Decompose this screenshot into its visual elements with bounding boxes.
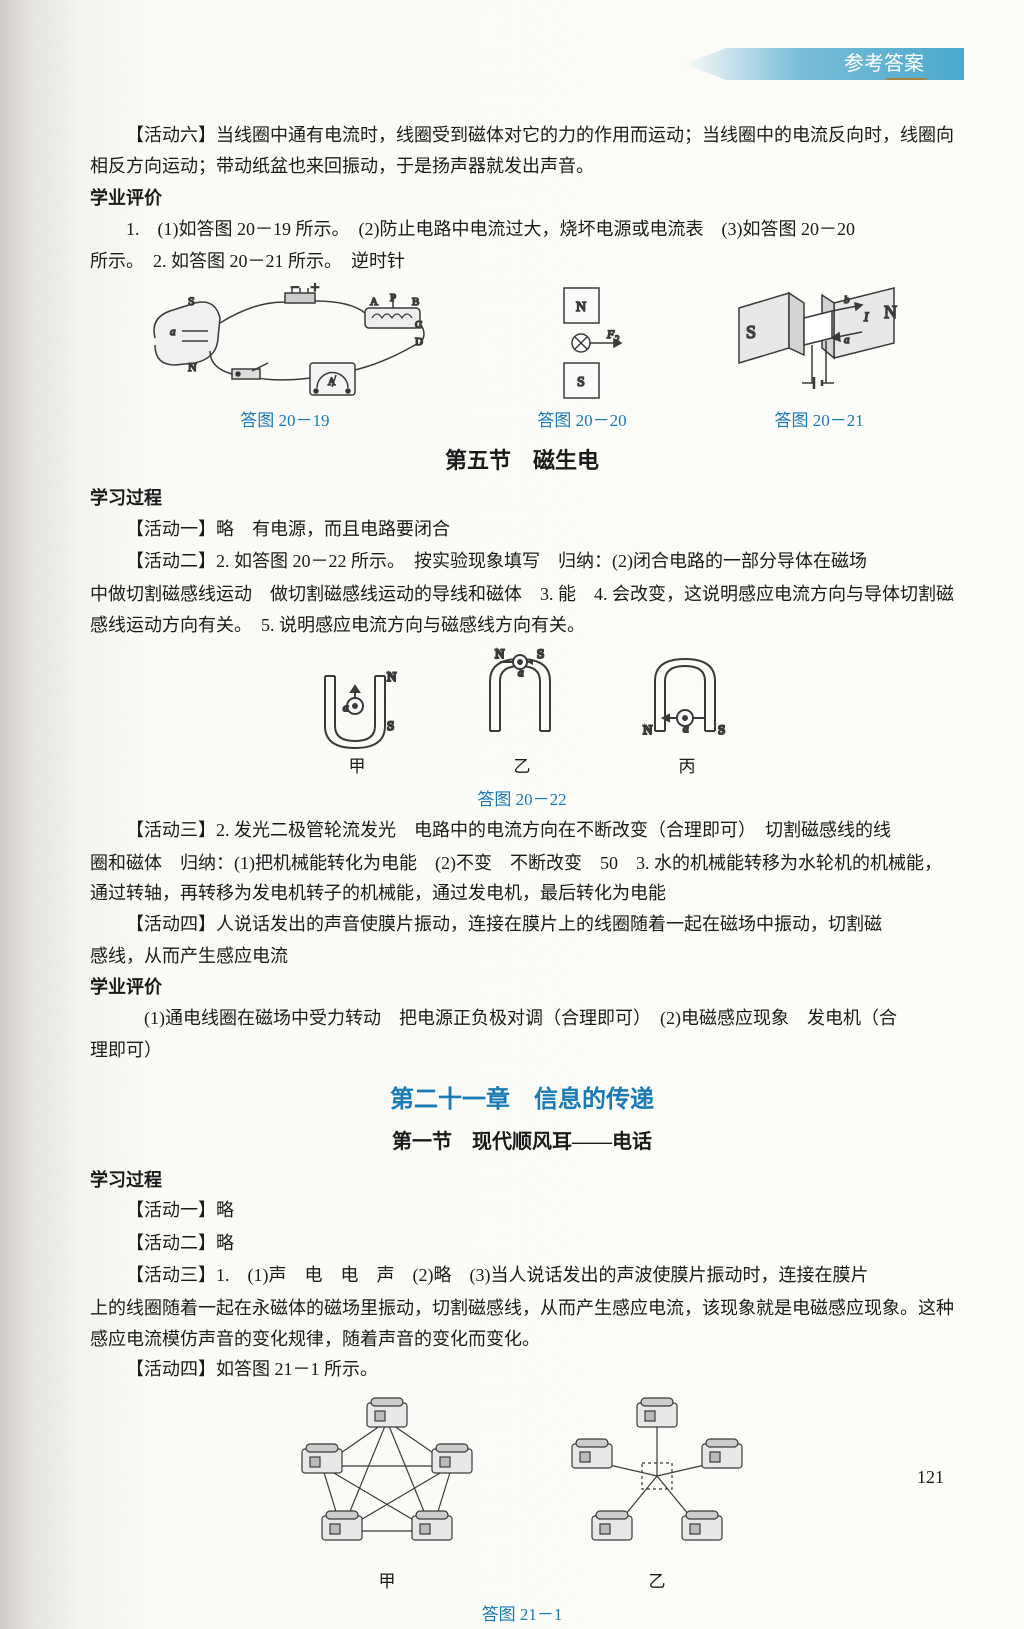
- svg-text:a: a: [518, 667, 524, 679]
- svg-text:A: A: [328, 377, 336, 388]
- section-1-title: 第一节 现代顺风耳——电话: [90, 1125, 954, 1159]
- figure-20-22-b: N S a 乙: [470, 646, 575, 782]
- para-21-act3-b: 上的线圈随着一起在永磁体的磁场里振动，切割磁感线，从而产生感应电流，该现象就是电…: [90, 1293, 954, 1354]
- u-magnet-c: N S a: [635, 646, 740, 751]
- svg-text:C: C: [415, 319, 422, 331]
- para-eval2-a: (1)通电线圈在磁场中受力转动 把电源正负极对调（合理即可） (2)电磁感应现象…: [90, 1003, 954, 1034]
- svg-text:N: N: [643, 722, 653, 737]
- circuit-magnet-diagram: S N a －＋ A P B C: [140, 283, 430, 403]
- svg-text:S: S: [746, 322, 756, 342]
- fig21-label-a: 甲: [277, 1568, 497, 1597]
- para-21-act1: 【活动一】略: [90, 1195, 954, 1226]
- svg-text:D: D: [415, 336, 423, 348]
- para-act2-b: 中做切割磁感线运动 做切割磁感线运动的导线和磁体 3. 能 4. 会改变，这说明…: [90, 579, 954, 640]
- magnet-coil-diagram: N S b a I: [734, 283, 904, 403]
- magnet-force-diagram: N S F 2: [529, 283, 634, 403]
- svg-text:b: b: [844, 294, 850, 306]
- svg-text:N: N: [884, 302, 897, 322]
- chapter-21-title: 第二十一章 信息的传递: [90, 1080, 954, 1121]
- svg-text:B: B: [412, 296, 419, 308]
- figure-21-1-b: 乙: [547, 1391, 767, 1597]
- svg-text:S: S: [387, 718, 394, 733]
- svg-text:I: I: [863, 309, 869, 324]
- para-eval1-b: 所示。 2. 如答图 20－21 所示。 逆时针: [90, 246, 954, 277]
- u-magnet-b: N S a: [470, 646, 575, 751]
- svg-text:N: N: [576, 300, 586, 315]
- figure-20-20: N S F 2 答图 20－20: [529, 283, 634, 436]
- figure-row-20-19-21: S N a －＋ A P B C: [90, 283, 954, 436]
- fig21-label-b: 乙: [547, 1568, 767, 1597]
- para-act4-b: 感线，从而产生感应电流: [90, 941, 954, 972]
- svg-text:a: a: [683, 723, 689, 735]
- fig-caption-20-21: 答图 20－21: [734, 407, 904, 436]
- figure-row-20-22: N S a 甲 N S: [90, 646, 954, 782]
- heading-process-2: 学习过程: [90, 1165, 954, 1196]
- phone-network-full: [277, 1391, 497, 1566]
- svg-text:a: a: [170, 326, 176, 338]
- fig22-label-b: 乙: [470, 753, 575, 782]
- figure-row-21-1: 甲 乙: [90, 1391, 954, 1597]
- para-act1: 【活动一】略 有电源，而且电路要闭合: [90, 514, 954, 545]
- figure-20-22-a: N S a 甲: [305, 646, 410, 782]
- svg-text:N: N: [387, 669, 397, 684]
- para-eval2-b: 理即可）: [90, 1035, 954, 1066]
- section-5-title: 第五节 磁生电: [90, 442, 954, 479]
- svg-text:－: －: [290, 283, 300, 294]
- page-content: 【活动六】当线圈中通有电流时，线圈受到磁体对它的力的作用而运动；当线圈中的电流反…: [90, 120, 954, 1629]
- phone-network-hub: [547, 1391, 767, 1566]
- svg-text:N: N: [188, 360, 197, 374]
- svg-text:A: A: [370, 296, 378, 308]
- svg-text:N: N: [495, 646, 505, 661]
- para-activity6: 【活动六】当线圈中通有电流时，线圈受到磁体对它的力的作用而运动；当线圈中的电流反…: [90, 120, 954, 181]
- para-act3-b: 圈和磁体 归纳：(1)把机械能转化为电能 (2)不变 不断改变 50 3. 水的…: [90, 848, 954, 909]
- svg-text:S: S: [577, 375, 585, 390]
- fig22-label-a: 甲: [305, 753, 410, 782]
- fig-caption-20-20: 答图 20－20: [529, 407, 634, 436]
- svg-text:S: S: [718, 722, 725, 737]
- para-act4-a: 【活动四】人说话发出的声音使膜片振动，连接在膜片上的线圈随着一起在磁场中振动，切…: [90, 909, 954, 940]
- figure-20-19: S N a －＋ A P B C: [140, 283, 430, 436]
- header-ribbon: 参考答案: [684, 48, 964, 80]
- fig22-label-c: 丙: [635, 753, 740, 782]
- para-21-act2: 【活动二】略: [90, 1228, 954, 1259]
- figure-20-22-c: N S a 丙: [635, 646, 740, 782]
- para-eval1-a: 1. (1)如答图 20－19 所示。 (2)防止电路中电流过大，烧坏电源或电流…: [90, 214, 954, 245]
- figure-21-1-a: 甲: [277, 1391, 497, 1597]
- svg-text:F: F: [606, 327, 615, 341]
- fig-caption-20-22: 答图 20－22: [90, 786, 954, 815]
- svg-text:a: a: [844, 334, 850, 346]
- fig-caption-20-19: 答图 20－19: [140, 407, 430, 436]
- para-21-act4: 【活动四】如答图 21－1 所示。: [90, 1354, 954, 1385]
- svg-text:2: 2: [615, 334, 620, 344]
- page-number: 121: [917, 1462, 944, 1493]
- svg-text:S: S: [188, 294, 195, 308]
- para-act2-a: 【活动二】2. 如答图 20－22 所示。 按实验现象填写 归纳：(2)闭合电路…: [90, 546, 954, 577]
- fig-caption-21-1: 答图 21－1: [90, 1601, 954, 1629]
- svg-text:S: S: [537, 646, 544, 661]
- heading-process-1: 学习过程: [90, 483, 954, 514]
- heading-eval-2: 学业评价: [90, 972, 954, 1003]
- heading-eval-1: 学业评价: [90, 183, 954, 214]
- svg-text:a: a: [343, 702, 349, 714]
- para-21-act3-a: 【活动三】1. (1)声 电 电 声 (2)略 (3)当人说话发出的声波使膜片振…: [90, 1260, 954, 1291]
- para-act3-a: 【活动三】2. 发光二极管轮流发光 电路中的电流方向在不断改变（合理即可） 切割…: [90, 815, 954, 846]
- u-magnet-a: N S a: [305, 646, 410, 751]
- svg-text:＋: ＋: [310, 283, 320, 294]
- figure-20-21: N S b a I 答图 20－21: [734, 283, 904, 436]
